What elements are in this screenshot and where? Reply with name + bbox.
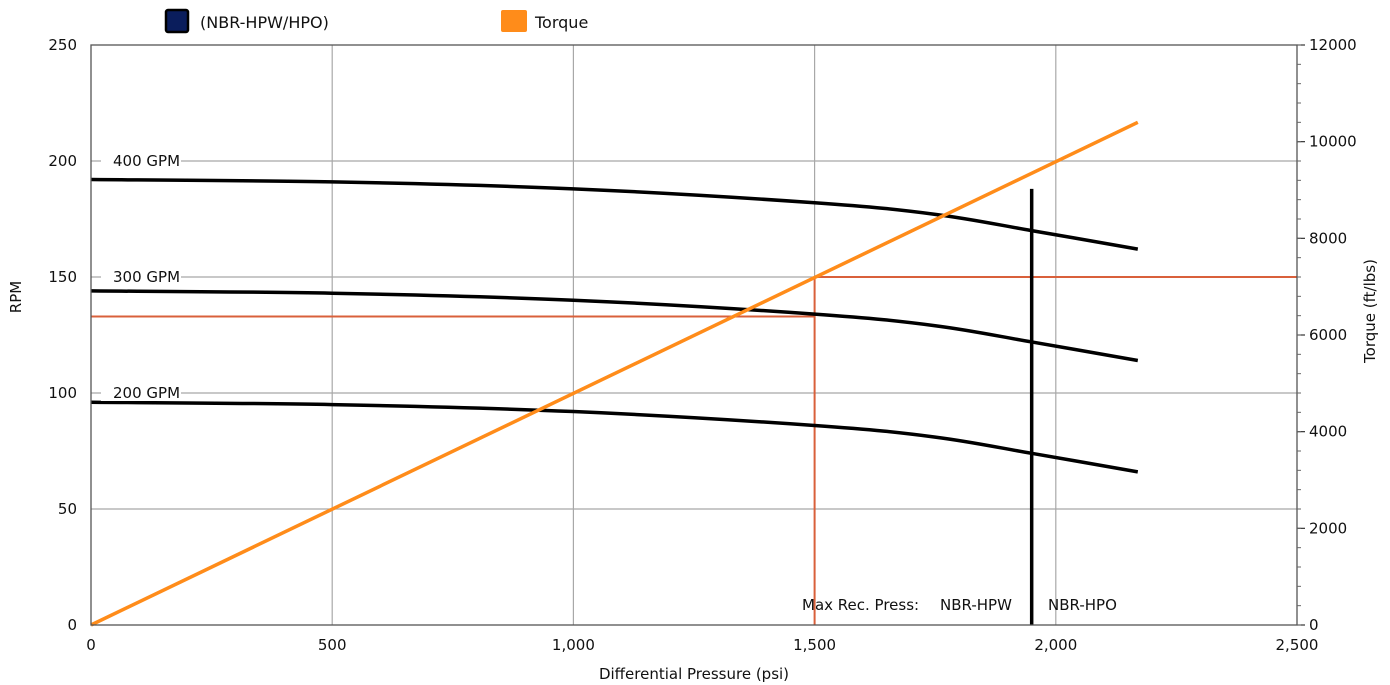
axis-ticks: 0 500 1,000 1,500 2,000 2,500 0 50 100 150 200 250 0… [48,36,1356,654]
rpm-curve [90,289,1139,363]
x-tick-label: 2,000 [1034,636,1077,654]
y2-tick-label: 12000 [1309,36,1357,54]
y-tick-label: 0 [67,616,77,634]
legend-swatch-torque [501,10,527,32]
curve-label: 400 GPM [113,152,180,170]
curve-label: 200 GPM [113,384,180,402]
rpm-curve [90,177,1139,251]
curve-label-bg [101,267,181,285]
legend-label-torque: Torque [534,13,588,32]
y-tick-label: 50 [58,500,77,518]
x-tick-label: 1,000 [552,636,595,654]
legend-swatch-nbr [164,8,190,34]
max-press-hpo-label: NBR-HPO [1048,596,1117,614]
torque-line [90,120,1139,627]
y-tick-label: 100 [48,384,77,402]
x-tick-label: 500 [318,636,347,654]
rpm-curve [90,400,1139,474]
legend: (NBR-HPW/HPO) Torque [164,8,588,34]
curve-label-bg [101,383,181,401]
y-tick-label: 150 [48,268,77,286]
max-press-label: Max Rec. Press: [802,596,919,614]
curve-label: 300 GPM [113,268,180,286]
y2-tick-label: 4000 [1309,423,1347,441]
series-lines [90,120,1139,627]
y2-axis-title: Torque (ft/lbs) [1361,259,1379,364]
legend-label-nbr: (NBR-HPW/HPO) [200,13,329,32]
y2-tick-label: 2000 [1309,519,1347,537]
y-tick-label: 200 [48,152,77,170]
max-press-hpw-label: NBR-HPW [940,596,1012,614]
guide-lines [91,276,1297,625]
grid [91,45,1297,625]
y2-tick-label: 0 [1309,616,1319,634]
y-tick-label: 250 [48,36,77,54]
x-tick-label: 0 [86,636,96,654]
y-axis-title: RPM [7,281,25,313]
curve-label-bg [101,151,181,169]
x-tick-label: 2,500 [1276,636,1319,654]
y2-tick-label: 10000 [1309,133,1357,151]
y2-tick-label: 6000 [1309,326,1347,344]
y2-tick-label: 8000 [1309,229,1347,247]
x-axis-title: Differential Pressure (psi) [599,665,789,683]
curve-labels: 400 GPM 300 GPM 200 GPM [101,151,181,402]
x-tick-label: 1,500 [793,636,836,654]
